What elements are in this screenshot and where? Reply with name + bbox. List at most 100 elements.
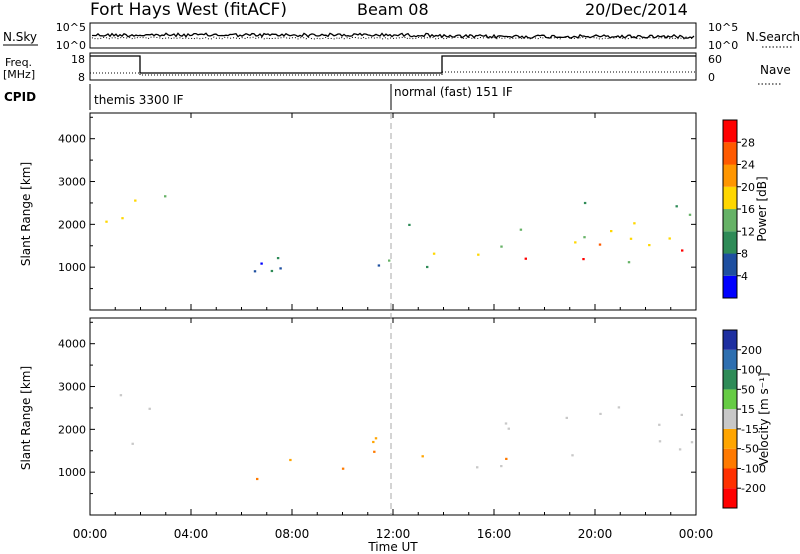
data-cell (688, 213, 692, 216)
data-cell (421, 455, 424, 458)
power-y-axis: 1000 2000 3000 4000 (58, 116, 696, 290)
nave-tick-top: 60 (708, 53, 722, 66)
x-tick-label: 00:00 (679, 527, 714, 541)
power-colorbar-ticks: 28 24 20 16 12 8 4 (737, 136, 755, 283)
colorbar-swatch (723, 330, 737, 350)
data-cell (519, 228, 523, 231)
data-cell (276, 257, 280, 260)
data-cell (121, 217, 124, 220)
colorbar-swatch (723, 488, 737, 508)
colorbar-swatch (723, 186, 737, 210)
colorbar-tick-label: 8 (741, 248, 748, 261)
data-cell (633, 222, 636, 225)
data-cell (582, 258, 585, 261)
data-cell (289, 458, 292, 462)
y-tick-label: 4000 (58, 133, 86, 146)
data-cell (253, 270, 257, 273)
colorbar-tick-label: 50 (741, 383, 755, 396)
data-cell (505, 457, 508, 460)
freq-label: Freq. (5, 56, 32, 69)
data-cell (256, 477, 259, 481)
velocity-panel: 1000 2000 3000 4000 Slant Range [km] 00:00 0… (19, 113, 713, 554)
data-cell (270, 269, 274, 273)
colorbar-swatch (723, 253, 737, 276)
velocity-cells (119, 394, 694, 481)
data-cell (408, 223, 411, 226)
colorbar-tick-label: -15 (741, 423, 759, 436)
colorbar-tick-label: 200 (741, 344, 762, 357)
colorbar-tick-label: -100 (741, 462, 766, 475)
colorbar-tick-label: -200 (741, 482, 766, 495)
y-tick-label: 3000 (58, 176, 86, 189)
data-cell (134, 199, 137, 202)
power-panel-frame (89, 112, 697, 311)
nsearch-line (91, 36, 695, 40)
nsky-label: N.Sky (3, 30, 37, 44)
x-tick-label: 04:00 (174, 527, 209, 541)
data-cell (658, 440, 662, 443)
power-ylabel: Slant Range [km] (19, 162, 33, 266)
data-cell (617, 406, 621, 409)
velocity-colorbar-ticks: 200 100 50 15 -15 -50 -100 -200 (737, 344, 766, 495)
freq-tick-top: 18 (71, 53, 85, 66)
data-cell (148, 407, 151, 410)
colorbar-tick-label: 4 (741, 270, 748, 283)
data-cell (627, 261, 631, 264)
data-cell (583, 201, 587, 205)
data-cell (260, 262, 263, 265)
nsky-tick-top: 10^5 (56, 21, 86, 34)
colorbar-swatch (723, 349, 737, 370)
colorbar-swatch (723, 275, 737, 299)
nave-label: Nave (760, 63, 791, 77)
date-label: 20/Dec/2014 (585, 0, 688, 19)
nsearch-tick-bottom: 10^0 (708, 39, 738, 52)
colorbar-swatch (723, 468, 737, 489)
data-cell (105, 220, 108, 223)
freq-line (90, 55, 696, 74)
data-cell (500, 465, 503, 468)
colorbar-tick-label: 15 (741, 403, 755, 416)
time-x-axis: 00:00 04:00 08:00 12:00 16:00 20:00 00:00 (73, 113, 714, 541)
velocity-colorbar-label: Velocity [m s⁻¹] (757, 372, 771, 465)
colorbar-swatch (723, 142, 737, 165)
data-cell (476, 466, 479, 469)
freq-strip: Freq. [MHz] 18 8 60 0 Nave (3, 52, 791, 85)
velocity-colorbar: 200 100 50 15 -15 -50 -100 -200 Velocity [m s⁻¹… (722, 329, 771, 509)
colorbar-swatch (723, 448, 737, 469)
nsky-line (92, 32, 695, 40)
data-cell (372, 440, 375, 444)
data-cell (500, 245, 503, 248)
nsky-strip: N.Sky 10^5 10^0 10^5 10^0 N.Search (3, 21, 800, 52)
x-tick-label: 00:00 (73, 527, 108, 541)
colorbar-swatch (723, 369, 737, 390)
power-colorbar-swatches (723, 120, 737, 299)
data-cell (164, 195, 167, 198)
data-cell (668, 237, 671, 240)
colorbar-tick-label: 12 (741, 225, 755, 238)
data-cell (426, 265, 429, 269)
colorbar-tick-label: 20 (741, 181, 755, 194)
freq-tick-bottom: 8 (78, 71, 85, 84)
nsky-tick-bottom: 10^0 (56, 39, 86, 52)
data-cell (507, 427, 510, 430)
y-tick-label: 1000 (58, 466, 86, 479)
colorbar-swatch (723, 209, 737, 232)
data-cell (119, 394, 123, 397)
velocity-colorbar-swatches (723, 330, 737, 508)
x-tick-label: 20:00 (578, 527, 613, 541)
colorbar-swatch (723, 120, 737, 143)
colorbar-tick-label: 24 (741, 159, 755, 172)
data-cell (680, 413, 683, 416)
beam-label: Beam 08 (357, 0, 429, 19)
data-cell (658, 423, 661, 426)
data-cell (388, 259, 391, 262)
x-tick-label: 08:00 (275, 527, 310, 541)
data-cell (477, 253, 480, 256)
cpid-mode-1: themis 3300 IF (94, 93, 184, 107)
power-panel: 1000 2000 3000 4000 Slant Range [km] (19, 112, 697, 311)
y-tick-label: 2000 (58, 218, 86, 231)
nsky-frame (89, 22, 697, 49)
velocity-panel-frame (89, 317, 697, 516)
colorbar-tick-label: -50 (741, 443, 759, 456)
